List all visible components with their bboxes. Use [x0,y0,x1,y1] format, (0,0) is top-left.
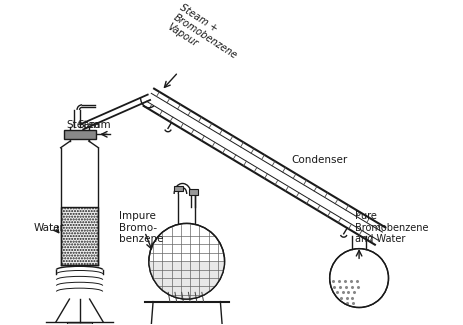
Bar [61,207,98,266]
Text: Water: Water [34,223,64,233]
Bar [67,322,92,324]
Text: Steam +
Bromobenzene
Vapour: Steam + Bromobenzene Vapour [165,2,245,71]
Circle shape [329,249,388,307]
Wedge shape [149,261,224,299]
Text: Pure
Bromobenzene
and Water: Pure Bromobenzene and Water [354,211,427,244]
Text: Impure
Bromo-
benzene: Impure Bromo- benzene [119,211,163,244]
Bar [174,186,182,191]
Bar [63,130,95,138]
Text: Steam: Steam [77,120,111,130]
Bar [189,189,197,195]
Circle shape [149,223,224,299]
Text: Steam: Steam [66,120,100,130]
Polygon shape [329,278,388,307]
Text: Condenser: Condenser [291,155,347,165]
